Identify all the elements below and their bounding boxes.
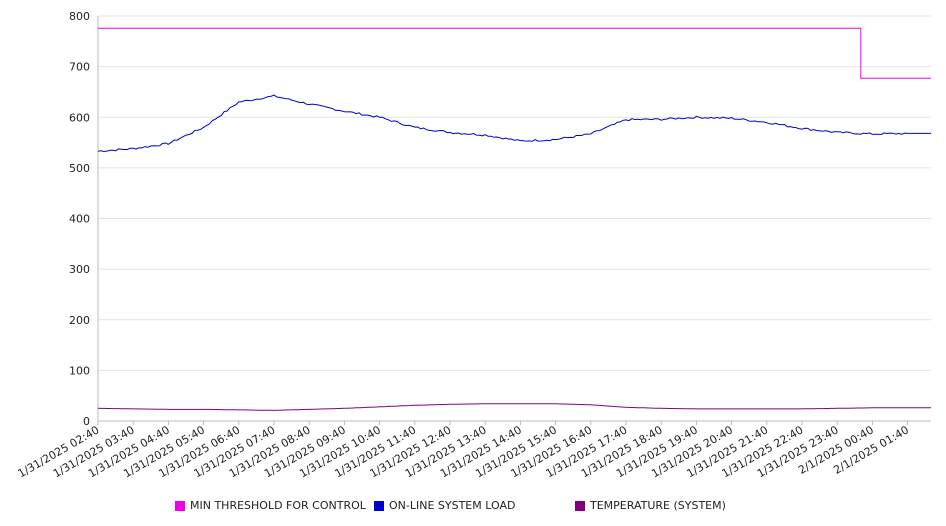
chart-legend: MIN THRESHOLD FOR CONTROL ON-LINE SYSTEM … [0,496,946,516]
y-tick-label: 500 [69,162,90,175]
legend-label: TEMPERATURE (SYSTEM) [590,499,726,512]
y-tick-label: 0 [83,415,90,428]
y-tick-label: 400 [69,213,90,226]
legend-swatch [575,500,585,511]
y-tick-label: 300 [69,263,90,276]
legend-label: MIN THRESHOLD FOR CONTROL [190,499,366,512]
legend-swatch [374,500,384,511]
legend-item[interactable]: MIN THRESHOLD FOR CONTROL [175,499,366,512]
series-line-3 [97,403,931,411]
y-tick-label: 100 [69,364,90,377]
y-tick-label: 700 [69,61,90,74]
series-line-2 [97,94,931,153]
legend-item[interactable]: TEMPERATURE (SYSTEM) [575,499,726,512]
y-tick-label: 600 [69,111,90,124]
legend-swatch [175,500,185,511]
legend-item[interactable]: ON-LINE SYSTEM LOAD [374,499,515,512]
y-tick-label: 200 [69,314,90,327]
legend-label: ON-LINE SYSTEM LOAD [389,499,516,512]
series-line-1 [98,27,931,79]
y-tick-label: 800 [69,10,90,23]
